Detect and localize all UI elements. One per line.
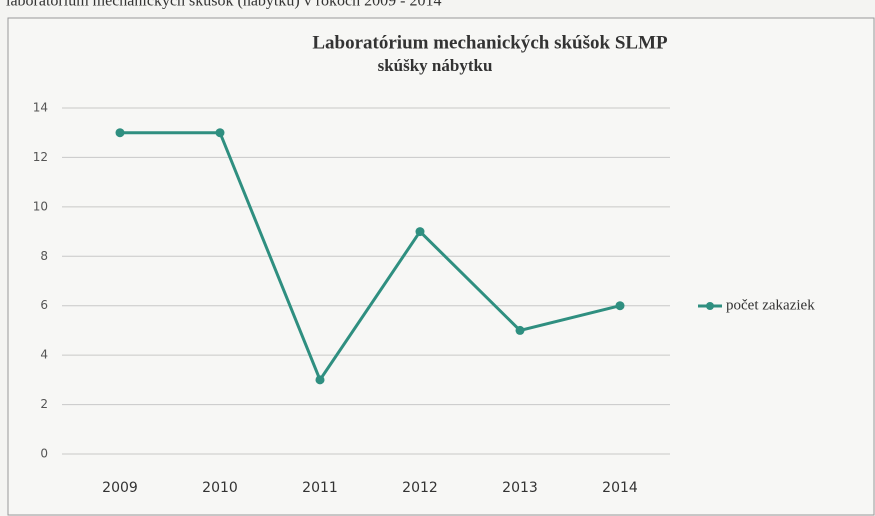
x-tick-label: 2012 bbox=[402, 480, 438, 496]
legend-marker bbox=[706, 302, 714, 310]
x-tick-label: 2009 bbox=[102, 480, 138, 496]
series-line bbox=[120, 131, 621, 384]
x-tick-label: 2010 bbox=[202, 480, 238, 496]
chart-border bbox=[7, 17, 875, 516]
point bbox=[615, 301, 625, 311]
point bbox=[215, 128, 225, 138]
y-tick-label: 6 bbox=[40, 298, 48, 312]
point bbox=[115, 128, 125, 138]
chart-title: Laboratórium mechanických skúšok SLMP bbox=[312, 32, 668, 53]
caption: laboratórium mechanických skúšok (nábytk… bbox=[6, 0, 441, 10]
y-tick-label: 14 bbox=[33, 101, 48, 115]
x-tick-label: 2014 bbox=[602, 480, 638, 496]
x-tick-label: 2011 bbox=[302, 480, 338, 496]
y-tick-label: 12 bbox=[33, 150, 48, 164]
y-tick-label: 0 bbox=[40, 447, 48, 461]
legend-label: počet zakaziek bbox=[726, 297, 815, 313]
chart-subtitle: skúšky nábytku bbox=[378, 56, 493, 75]
y-tick-label: 2 bbox=[40, 397, 48, 411]
y-tick-label: 10 bbox=[33, 199, 48, 213]
point bbox=[515, 325, 525, 335]
y-tick-label: 8 bbox=[40, 249, 48, 263]
point bbox=[315, 375, 325, 385]
x-tick-label: 2013 bbox=[502, 480, 538, 496]
y-tick-label: 4 bbox=[40, 348, 48, 362]
point bbox=[415, 227, 425, 237]
